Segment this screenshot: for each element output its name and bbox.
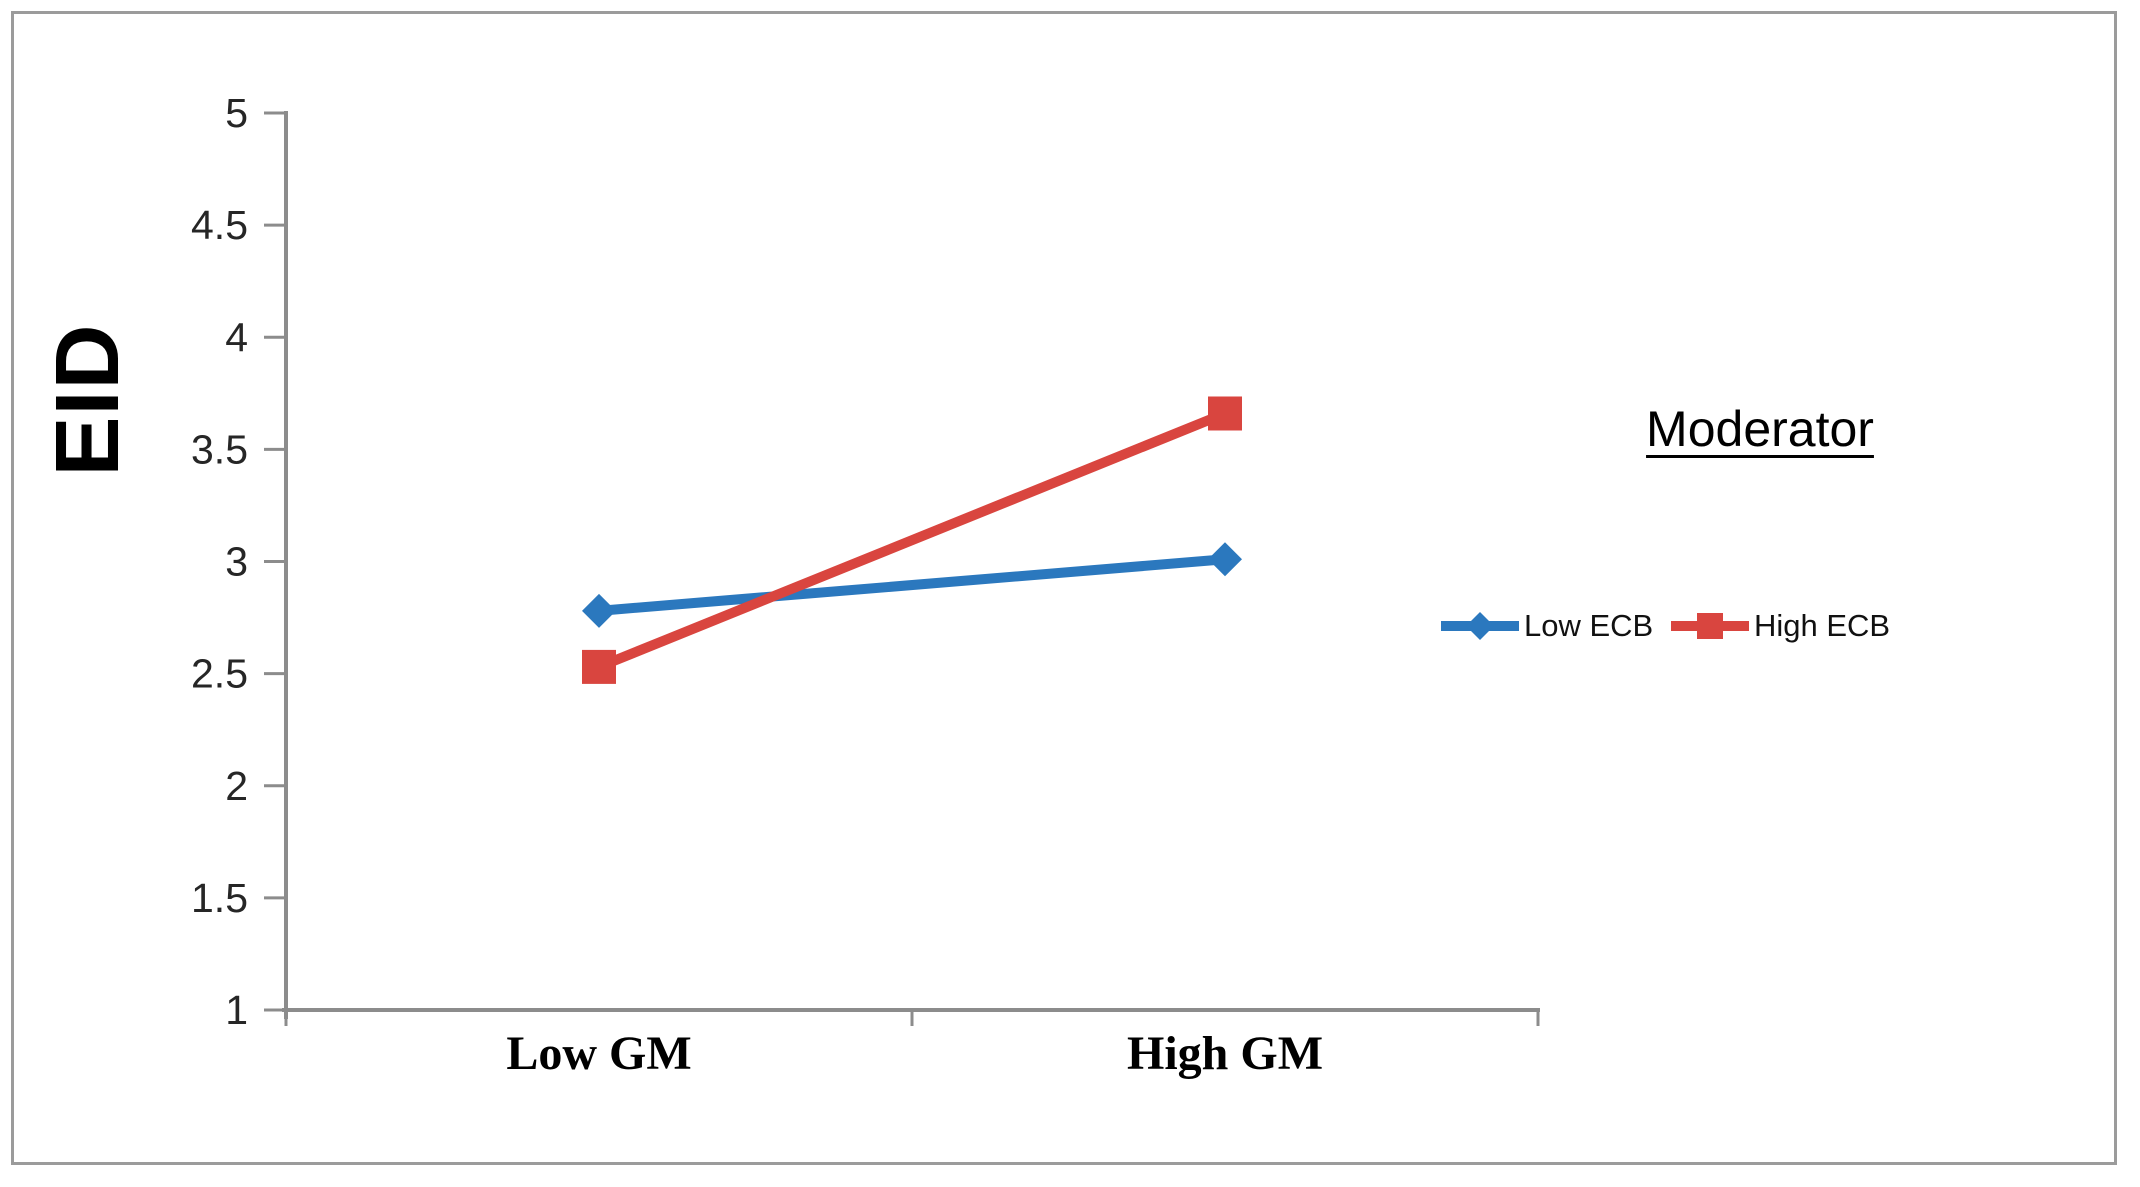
data-marker-high-ecb — [1208, 396, 1242, 431]
y-tick-label: 4 — [225, 314, 248, 360]
legend-item-high-ecb: High ECB — [1671, 608, 1890, 644]
series-line-high-ecb — [597, 408, 1227, 672]
chart-frame-border — [11, 11, 2117, 1165]
y-tick-label: 2.5 — [191, 651, 248, 697]
data-marker-low-ecb — [582, 593, 616, 628]
y-tick-label: 1 — [225, 987, 248, 1033]
series-line-low-ecb — [598, 554, 1226, 616]
y-tick-label: 2 — [225, 763, 248, 809]
legend-label-low-ecb: Low ECB — [1524, 608, 1654, 643]
x-axis-label-high-gm: High GM — [1126, 1027, 1324, 1080]
x-axis-label-low-gm: Low GM — [506, 1027, 692, 1080]
y-tick-label: 3.5 — [191, 426, 248, 472]
legend-title: Moderator — [1646, 401, 1874, 457]
y-tick-label: 5 — [225, 90, 248, 136]
y-tick-label: 3 — [225, 539, 248, 585]
y-tick-label: 4.5 — [191, 202, 248, 248]
data-marker-low-ecb — [1208, 542, 1242, 577]
legend-item-low-ecb: Low ECB — [1441, 608, 1653, 644]
legend-label-high-ecb: High ECB — [1754, 608, 1891, 643]
low-ecb-line-diamond-swatch — [1441, 612, 1519, 640]
diamond-marker-icon — [1466, 612, 1494, 640]
y-tick-label: 1.5 — [191, 875, 248, 921]
data-marker-high-ecb — [582, 649, 616, 684]
high-ecb-line-square-swatch — [1671, 613, 1749, 639]
square-marker-icon — [1697, 613, 1723, 639]
y-axis-title: EID — [38, 323, 138, 477]
